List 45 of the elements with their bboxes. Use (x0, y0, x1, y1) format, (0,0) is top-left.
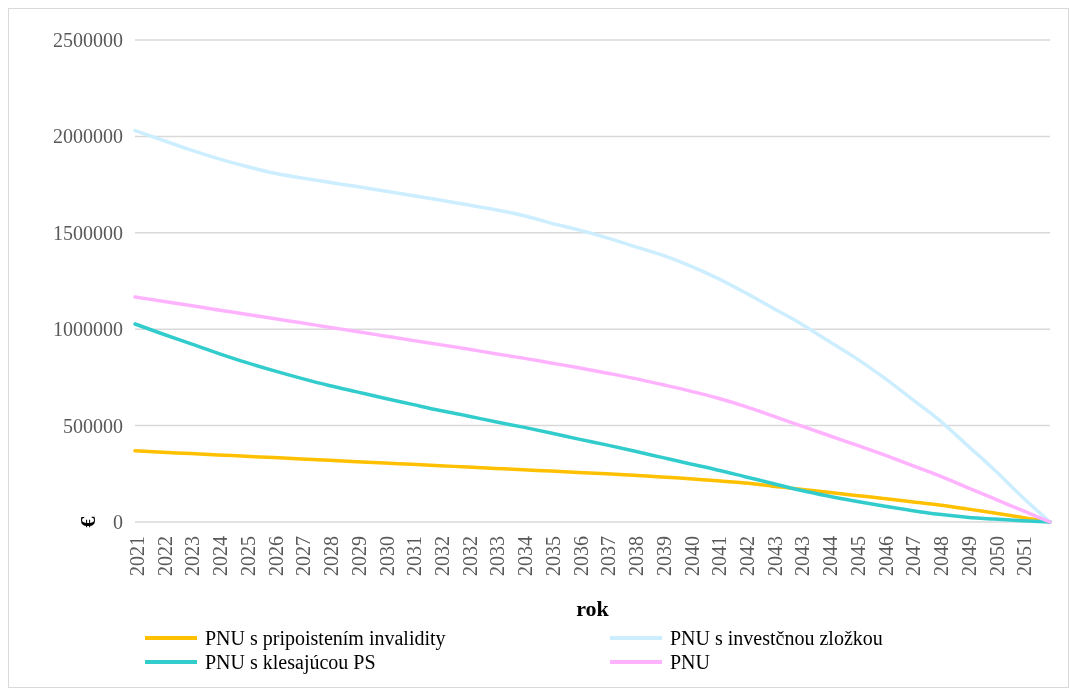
x-tick-label: 2039 (652, 536, 675, 576)
x-tick-label: 2024 (209, 536, 232, 576)
y-tick-label: 0 (113, 511, 123, 533)
x-tick-label: 2032 (458, 536, 481, 576)
x-tick-label: 2022 (153, 536, 176, 576)
x-tick-label: 2046 (874, 536, 897, 576)
legend-label: PNU s pripoistením invalidity (205, 627, 446, 650)
x-tick-label: 2021 (126, 536, 148, 576)
x-tick-label: 2048 (930, 536, 953, 576)
x-tick-label: 2051 (1013, 536, 1036, 576)
x-tick-label: 2049 (957, 536, 980, 576)
y-tick-label: 500000 (63, 414, 123, 437)
legend-label: PNU s investčnou zložkou (670, 627, 883, 649)
x-tick-label: 2023 (181, 536, 204, 576)
x-axis-title: rok (576, 596, 610, 621)
y-tick-label: 1500000 (53, 221, 123, 244)
x-tick-label: 2047 (902, 536, 925, 576)
x-tick-label: 2050 (985, 536, 1008, 576)
x-tick-label: 2030 (375, 536, 398, 576)
x-tick-label: 2038 (625, 536, 648, 576)
x-tick-label: 2043 (763, 536, 786, 576)
x-tick-label: 2034 (514, 536, 537, 576)
legend-label: PNU (670, 651, 711, 673)
y-tick-label: 2000000 (53, 125, 123, 148)
x-tick-label: 2026 (264, 536, 287, 576)
y-tick-label: 1000000 (53, 318, 123, 341)
x-tick-label: 2028 (320, 536, 343, 576)
x-tick-label: 2027 (292, 536, 315, 576)
x-tick-label: 2040 (680, 536, 703, 576)
y-tick-label: 2500000 (53, 29, 123, 51)
x-tick-label: 2037 (597, 536, 620, 576)
x-tick-label: 2033 (486, 536, 509, 576)
x-tick-label: 2043 (791, 536, 814, 576)
x-tick-label: 2042 (736, 536, 758, 576)
x-tick-label: 2032 (431, 536, 453, 576)
legend-label: PNU s klesajúcou PS (205, 651, 376, 674)
x-tick-label: 2029 (347, 536, 370, 576)
x-tick-label: 2035 (541, 536, 564, 576)
x-tick-label: 2031 (403, 536, 426, 576)
x-tick-label: 2044 (819, 536, 842, 576)
y-axis-title: € (74, 516, 100, 528)
x-tick-label: 2025 (236, 536, 259, 576)
x-tick-label: 2036 (569, 536, 592, 576)
x-tick-label: 2045 (846, 536, 869, 576)
x-tick-label: 2041 (708, 536, 731, 576)
